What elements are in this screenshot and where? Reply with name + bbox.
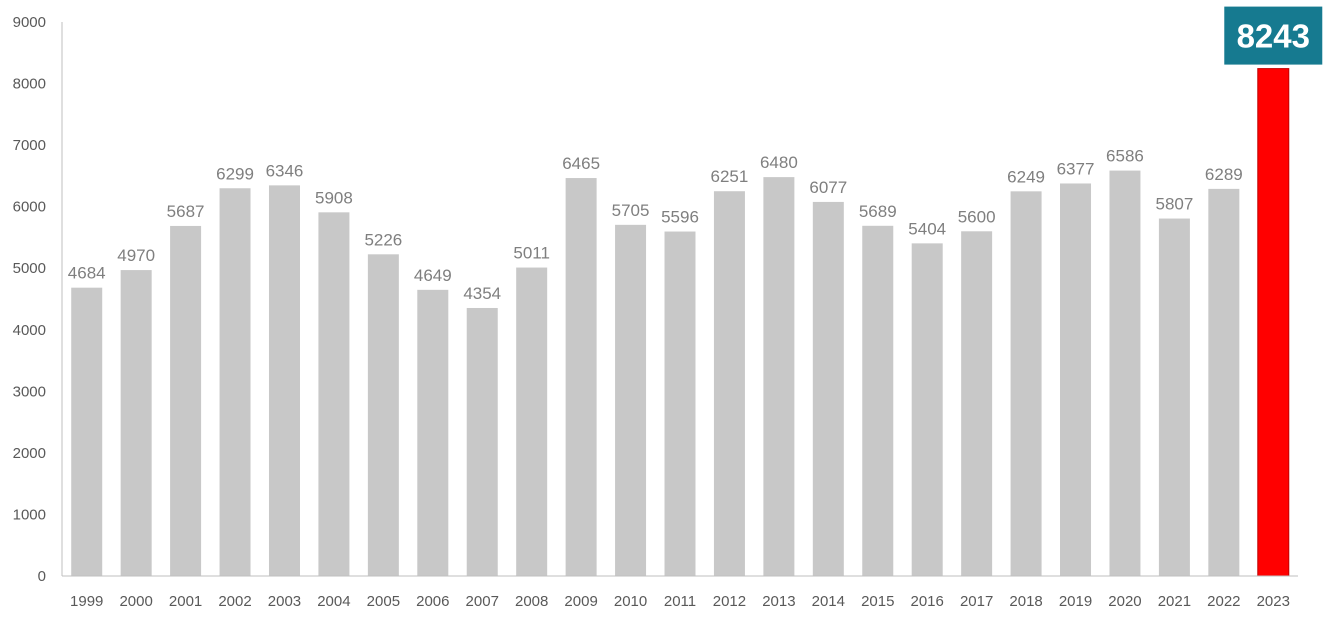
data-label: 5404: [908, 219, 946, 238]
bar-highlight: [1257, 68, 1290, 577]
data-label: 5908: [315, 188, 353, 207]
bar: [1208, 188, 1240, 576]
x-tick-label: 2012: [713, 593, 746, 610]
data-label: 4649: [414, 266, 452, 285]
data-label: 5600: [958, 207, 996, 226]
x-tick-label: 2016: [911, 593, 944, 610]
y-tick-label: 5000: [13, 260, 46, 277]
data-label: 6249: [1007, 167, 1045, 186]
data-label: 6077: [809, 178, 847, 197]
bar: [1060, 183, 1092, 577]
y-tick-label: 7000: [13, 137, 46, 154]
x-tick-label: 2007: [466, 593, 499, 610]
bar: [516, 267, 548, 576]
bar: [664, 231, 696, 577]
x-tick-label: 2009: [564, 593, 597, 610]
x-tick-label: 2017: [960, 593, 993, 610]
y-tick-label: 6000: [13, 199, 46, 216]
bars: [71, 68, 1290, 577]
data-labels: 4684 4970 5687 6299 6346 5908 5226 4649 4354 5011…: [68, 147, 1243, 303]
highlight-callout: 8243: [1224, 6, 1323, 65]
x-tick-label: 2005: [367, 593, 400, 610]
data-label: 4684: [68, 264, 106, 283]
data-label: 5011: [513, 244, 550, 263]
data-label: 5687: [167, 202, 205, 221]
bar: [466, 307, 498, 576]
bar: [318, 212, 350, 576]
highlight-data-label: 8243: [1237, 18, 1310, 55]
bar: [713, 191, 745, 576]
data-label: 5807: [1155, 195, 1193, 214]
x-tick-label: 2018: [1009, 593, 1042, 610]
data-label: 6480: [760, 153, 798, 172]
bar: [615, 224, 647, 576]
bar: [219, 188, 251, 577]
highlight-label-box: [1224, 6, 1323, 65]
y-tick-label: 3000: [13, 383, 46, 400]
x-tick-label: 2003: [268, 593, 301, 610]
bar: [565, 178, 597, 576]
data-label: 6299: [216, 164, 254, 183]
x-tick-label: 1999: [70, 593, 103, 610]
y-tick-label: 1000: [13, 506, 46, 523]
bar: [417, 289, 449, 576]
y-tick-label: 0: [38, 568, 46, 585]
data-label: 4970: [117, 246, 155, 265]
bar: [170, 225, 202, 577]
bar: [1158, 218, 1190, 577]
x-tick-label: 2019: [1059, 593, 1092, 610]
x-tick-label: 2004: [317, 593, 350, 610]
bar: [1109, 170, 1141, 577]
y-tick-label: 8000: [13, 76, 46, 93]
x-tick-label: 2011: [664, 593, 696, 610]
x-tick-label: 2015: [861, 593, 894, 610]
x-tick-label: 2010: [614, 593, 647, 610]
y-tick-label: 2000: [13, 445, 46, 462]
y-tick-label: 9000: [13, 14, 46, 31]
x-tick-label: 2013: [762, 593, 795, 610]
x-axis-ticks: 1999 2000 2001 2002 2003 2004 2005 2006 2007 2008…: [70, 593, 1290, 610]
data-label: 6289: [1205, 165, 1243, 184]
bar: [862, 225, 894, 577]
bar: [1010, 191, 1042, 576]
x-tick-label: 2006: [416, 593, 449, 610]
data-label: 6251: [711, 167, 749, 186]
x-tick-label: 2014: [812, 593, 845, 610]
data-label: 4354: [463, 284, 501, 303]
x-tick-label: 2021: [1158, 593, 1191, 610]
x-tick-label: 2001: [169, 593, 202, 610]
data-label: 6465: [562, 154, 600, 173]
x-tick-label: 2002: [218, 593, 251, 610]
bar: [268, 185, 300, 576]
data-label: 5226: [364, 230, 402, 249]
data-label: 6586: [1106, 147, 1144, 166]
x-tick-label: 2020: [1108, 593, 1141, 610]
x-tick-label: 2000: [119, 593, 152, 610]
bar: [911, 243, 943, 577]
bar: [120, 270, 152, 576]
x-tick-label: 2022: [1207, 593, 1240, 610]
x-tick-label: 2023: [1257, 593, 1290, 610]
data-label: 5596: [661, 208, 699, 227]
bar: [812, 201, 844, 577]
x-tick-label: 2008: [515, 593, 548, 610]
bar: [763, 177, 795, 576]
data-label: 5705: [612, 201, 650, 220]
data-label: 6346: [266, 161, 304, 180]
y-axis-ticks: 0 1000 2000 3000 4000 5000 6000 7000 8000 9000: [13, 14, 46, 585]
bar: [71, 287, 103, 576]
bar: [367, 254, 399, 576]
bar: [961, 231, 993, 577]
data-label: 6377: [1057, 159, 1095, 178]
data-label: 5689: [859, 202, 897, 221]
y-tick-label: 4000: [13, 322, 46, 339]
